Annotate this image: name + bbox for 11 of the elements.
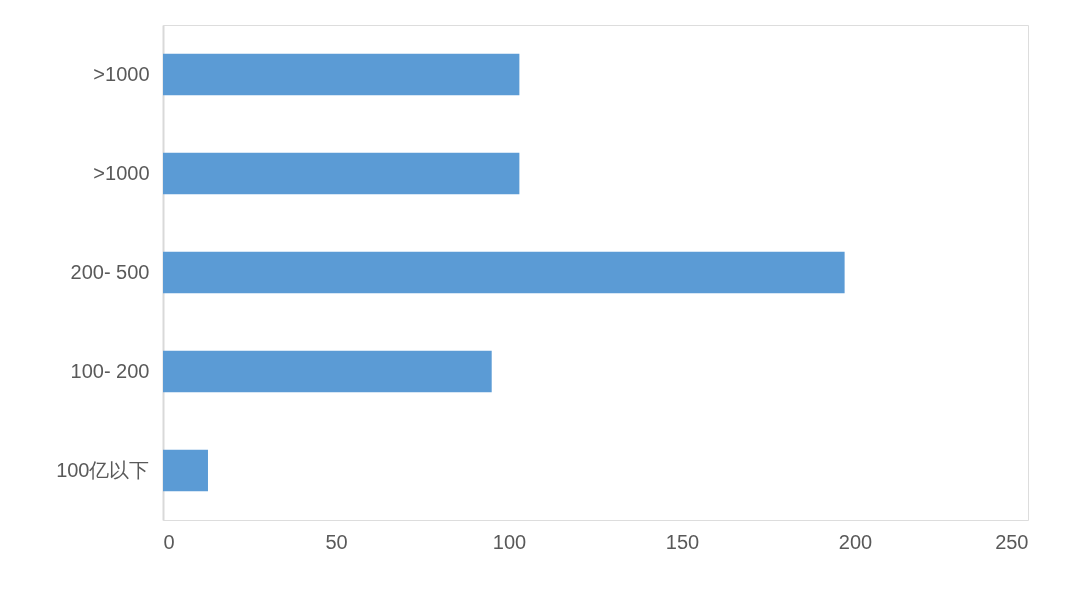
y-tick-label: >1000 [93,161,150,184]
x-tick-label: 100 [492,530,527,553]
y-tick-label: >1000 [93,62,150,85]
x-tick-label: 50 [325,530,348,553]
x-tick-label: 0 [163,530,175,553]
x-tick-label: 250 [995,530,1029,553]
y-tick-label: 100- 200 [70,359,150,382]
y-tick-label: 100亿以下 [56,458,150,481]
x-tick-label: 200 [838,530,873,553]
y-tick-label: 200- 500 [70,260,150,283]
x-tick-label: 150 [665,530,700,553]
